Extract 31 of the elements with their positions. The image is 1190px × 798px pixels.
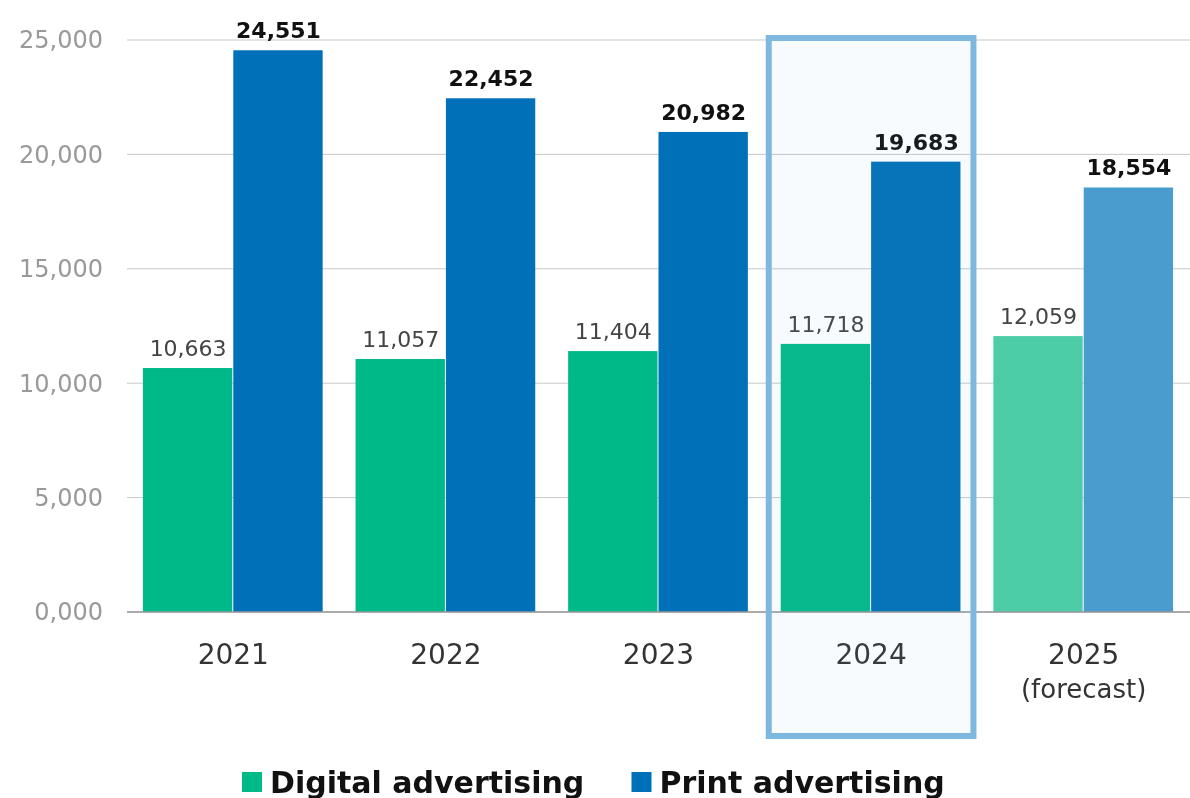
- x-tick-label: 2022: [410, 638, 482, 671]
- bar: [445, 98, 536, 612]
- x-tick-label: 2023: [622, 638, 695, 671]
- y-tick-label: 20,000: [19, 140, 103, 169]
- bar: [142, 368, 233, 612]
- bar: [568, 351, 658, 612]
- y-tick-label: 10,000: [19, 369, 103, 398]
- x-tick-label: 2021: [197, 638, 269, 671]
- bar: [871, 161, 961, 612]
- data-label: 22,452: [448, 66, 534, 92]
- bar: [780, 343, 871, 612]
- data-label: 11,718: [787, 311, 865, 337]
- data-label: 11,404: [574, 319, 652, 345]
- data-label: 12,059: [1000, 304, 1078, 330]
- x-tick-label: 2024: [835, 638, 907, 671]
- bar: [355, 359, 445, 612]
- data-label: 20,982: [661, 99, 747, 125]
- bar: [1083, 187, 1174, 612]
- bar: [233, 50, 323, 612]
- data-label: 19,683: [873, 129, 959, 155]
- bar: [658, 131, 748, 612]
- y-tick-label: 15,000: [19, 255, 103, 284]
- data-label: 10,663: [149, 336, 227, 362]
- data-label: 24,551: [236, 18, 321, 44]
- data-label: 18,554: [1086, 155, 1172, 181]
- y-tick-label: 0,000: [34, 598, 103, 627]
- y-tick-label: 25,000: [19, 26, 103, 55]
- bar: [993, 336, 1083, 612]
- y-tick-label: 5,000: [34, 484, 103, 512]
- data-label: 11,057: [362, 327, 440, 353]
- x-tick-label: 2025 (forecast): [1020, 638, 1147, 704]
